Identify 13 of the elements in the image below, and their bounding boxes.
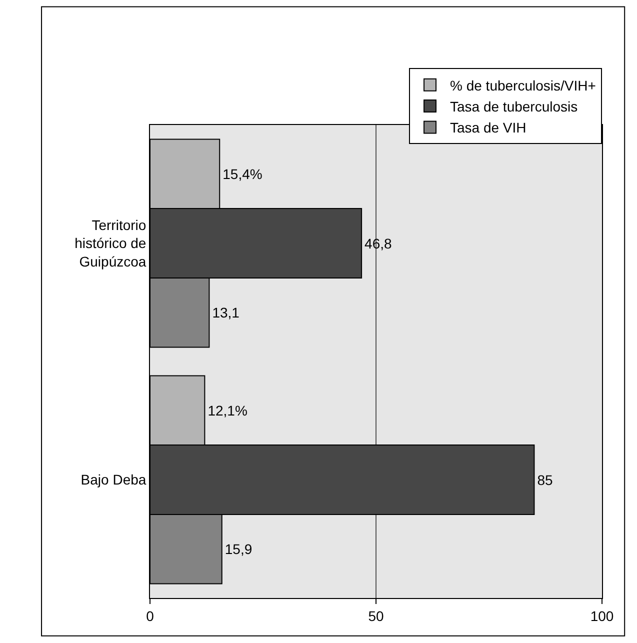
- legend-label: % de tuberculosis/VIH+: [450, 77, 596, 94]
- data-label: 13,1: [212, 304, 240, 321]
- data-label: 15,9: [224, 541, 252, 558]
- y-tick-label: Territorio histórico de Guipúzcoa: [74, 216, 146, 270]
- x-tick-label: 100: [590, 608, 614, 624]
- y-tick-label: Bajo Deba: [80, 472, 146, 488]
- x-tick-label: 50: [368, 608, 384, 624]
- data-label: 12,1%: [208, 402, 248, 418]
- data-label: 85: [537, 472, 553, 488]
- x-tick-label: 0: [146, 608, 154, 624]
- legend-label: Tasa de VIH: [450, 120, 526, 136]
- data-label: 15,4%: [222, 166, 262, 182]
- legend-label: Tasa de tuberculosis: [450, 98, 578, 114]
